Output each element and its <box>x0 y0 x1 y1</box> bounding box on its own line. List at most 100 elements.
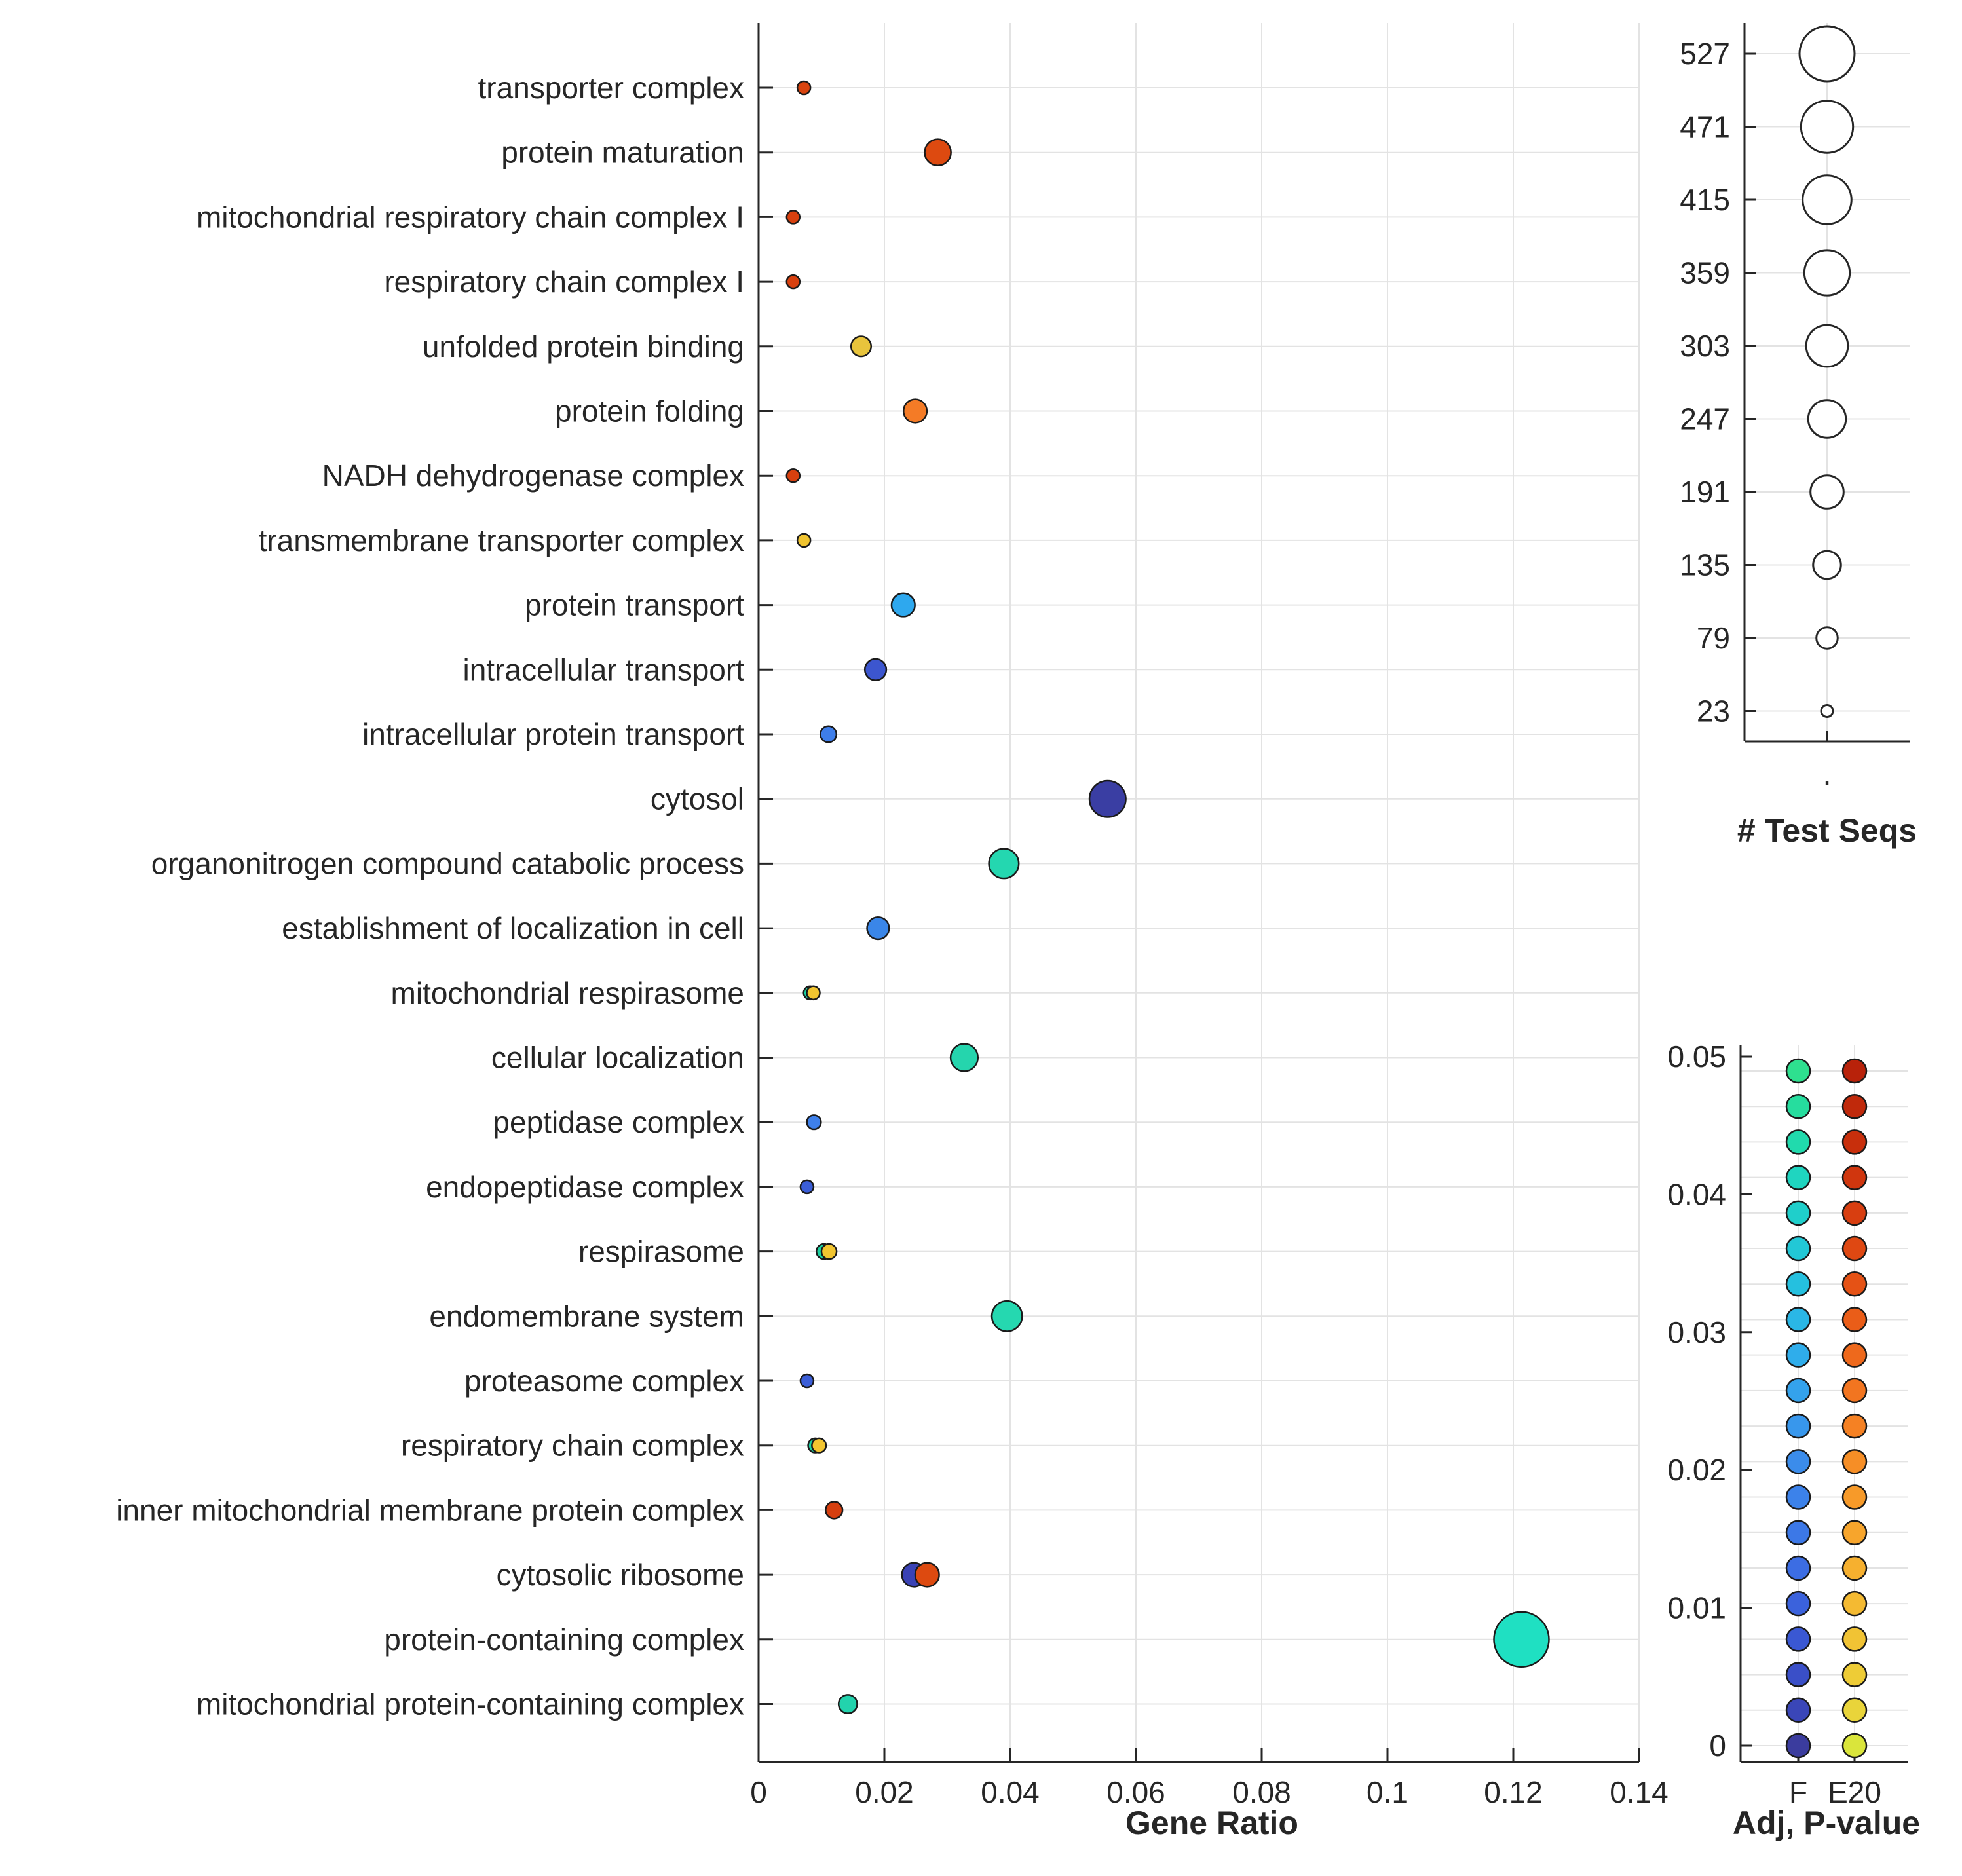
color-legend-dot-e20-8 <box>1841 1449 1868 1474</box>
color-legend-y-tick-label-4: 0.04 <box>1667 1177 1726 1211</box>
category-label-respiratory-chain-complex: respiratory chain complex <box>401 1429 744 1463</box>
color-legend-dot-e20-7 <box>1841 1484 1868 1510</box>
color-legend-dot-f-13 <box>1785 1271 1811 1297</box>
data-point-endomembrane-system-21 <box>990 1300 1023 1332</box>
color-legend-dot-f-18 <box>1785 1093 1811 1119</box>
color-legend-dot-f-10 <box>1785 1378 1811 1404</box>
color-legend-dot-e20-4 <box>1841 1590 1868 1617</box>
size-legend-labels: 527 471 415 359 303 247 191 135 79 23 <box>1680 37 1730 728</box>
color-legend-dot-f-12 <box>1785 1307 1811 1332</box>
color-legend-dot-f-3 <box>1785 1626 1811 1652</box>
category-label-respirasome: respirasome <box>578 1235 744 1269</box>
color-legend-dot-e20-11 <box>1841 1342 1868 1368</box>
size-legend-bubble-359 <box>1803 249 1851 297</box>
data-point-respiratory-chain-complex-i-3 <box>785 274 801 290</box>
color-legend-dot-e20-18 <box>1841 1093 1868 1119</box>
size-legend-bubble-527 <box>1798 25 1856 83</box>
color-legend-dot-e20-14 <box>1841 1235 1868 1262</box>
size-legend-bubble-247 <box>1807 399 1847 439</box>
color-legend-dot-f-0 <box>1785 1733 1811 1759</box>
main-axes <box>757 23 1640 1763</box>
category-label-mitochondrial-protein-containing-complex: mitochondrial protein-containing complex <box>197 1687 744 1721</box>
color-legend-y-tick-label-1: 0.01 <box>1667 1591 1726 1625</box>
data-point-intracellular-protein-transport-10 <box>820 725 838 743</box>
color-legend-dot-e20-10 <box>1841 1378 1868 1404</box>
category-label-cytosol: cytosol <box>651 782 744 816</box>
data-points <box>785 80 1550 1714</box>
color-legend-title: Adj, P-value <box>1733 1805 1920 1841</box>
data-point-cytosolic-ribosome-27 <box>914 1562 940 1588</box>
color-legend-dots <box>1785 1058 1868 1759</box>
color-legend-y-tick-label-3: 0.03 <box>1667 1315 1726 1349</box>
category-labels: transporter complex protein maturation mit… <box>116 71 744 1721</box>
main-plot-panel: transporter complex protein maturation mit… <box>116 23 1669 1841</box>
x-tick-label-4: 0.08 <box>1232 1775 1291 1809</box>
color-legend-dot-e20-5 <box>1841 1555 1868 1581</box>
category-label-protein-transport: protein transport <box>525 588 744 622</box>
x-tick-label-0: 0 <box>750 1775 767 1809</box>
color-legend-x-tick-labels: F E20 <box>1789 1775 1881 1809</box>
x-tick-labels: 0 0.02 0.04 0.06 0.08 0.1 0.12 0.14 <box>750 1775 1669 1809</box>
size-legend-axes <box>1743 23 1910 743</box>
size-legend-label-415: 415 <box>1680 183 1730 217</box>
color-legend-dot-f-9 <box>1785 1413 1811 1439</box>
category-label-mitochondrial-respirasome: mitochondrial respirasome <box>391 976 744 1010</box>
data-point-protein-maturation-1 <box>924 138 952 166</box>
data-point-protein-folding-5 <box>902 398 928 424</box>
category-label-transporter-complex: transporter complex <box>478 71 745 105</box>
size-legend-panel: 527 471 415 359 303 247 191 135 79 23 . # Test Se… <box>1680 23 1917 849</box>
color-legend-dot-e20-9 <box>1841 1413 1868 1439</box>
category-label-nadh-dehydrogenase-complex: NADH dehydrogenase complex <box>322 459 744 493</box>
category-label-respiratory-chain-complex-i: respiratory chain complex I <box>384 265 744 299</box>
size-legend-title: # Test Seqs <box>1737 812 1917 849</box>
color-legend-dot-f-8 <box>1785 1449 1811 1474</box>
size-legend-bubble-471 <box>1800 100 1855 154</box>
color-legend-dot-f-5 <box>1785 1555 1811 1581</box>
size-legend-label-303: 303 <box>1680 329 1730 363</box>
category-label-protein-maturation: protein maturation <box>501 136 744 170</box>
color-legend-dot-f-1 <box>1785 1697 1811 1723</box>
color-legend-dot-e20-1 <box>1841 1697 1868 1723</box>
data-point-respirasome-20 <box>820 1243 838 1260</box>
x-tick-label-6: 0.12 <box>1484 1775 1543 1809</box>
x-tick-label-2: 0.04 <box>981 1775 1040 1809</box>
size-legend-label-135: 135 <box>1680 548 1730 582</box>
color-legend-panel: 0 0.01 0.02 0.03 0.04 0.05 F E20 Adj, P-value <box>1667 1040 1920 1841</box>
data-point-cytosol-11 <box>1088 779 1127 818</box>
category-label-mitochondrial-respiratory-chain-complex-i: mitochondrial respiratory chain complex … <box>197 200 744 234</box>
category-label-intracellular-protein-transport: intracellular protein transport <box>362 717 744 751</box>
data-point-mitochondrial-respirasome-15 <box>806 985 821 1001</box>
color-legend-dot-f-14 <box>1785 1235 1811 1262</box>
size-legend-bubble-23 <box>1820 704 1834 718</box>
data-point-cellular-localization-16 <box>949 1043 979 1072</box>
category-label-transmembrane-transporter-complex: transmembrane transporter complex <box>259 523 744 557</box>
size-legend-label-527: 527 <box>1680 37 1730 71</box>
color-legend-dot-e20-2 <box>1841 1662 1868 1687</box>
color-legend-y-tick-label-0: 0 <box>1709 1729 1726 1763</box>
data-point-mitochondrial-respiratory-chain-complex-i-2 <box>785 210 801 225</box>
category-label-organonitrogen-compound-catabolic-process: organonitrogen compound catabolic proces… <box>151 846 744 880</box>
size-legend-x-tick: . <box>1823 757 1832 791</box>
data-point-peptidase-complex-17 <box>806 1114 822 1131</box>
color-legend-dot-f-4 <box>1785 1590 1811 1617</box>
size-legend-bubble-191 <box>1809 474 1845 510</box>
color-legend-y-tick-label-2: 0.02 <box>1667 1453 1726 1487</box>
color-legend-dot-e20-12 <box>1841 1307 1868 1332</box>
data-point-intracellular-transport-9 <box>863 658 888 681</box>
category-label-inner-mitochondrial-membrane-protein-complex: inner mitochondrial membrane protein com… <box>116 1493 744 1527</box>
size-legend-bubbles <box>1798 25 1856 718</box>
data-point-transporter-complex-0 <box>796 80 812 96</box>
color-legend-dot-f-2 <box>1785 1662 1811 1687</box>
data-point-mitochondrial-protein-containing-complex-29 <box>837 1694 858 1714</box>
data-point-protein-containing-complex-28 <box>1493 1611 1550 1668</box>
color-legend-dot-e20-3 <box>1841 1626 1868 1652</box>
color-legend-dot-f-17 <box>1785 1129 1811 1155</box>
data-point-establishment-of-localization-in-cell-13 <box>866 916 890 941</box>
color-legend-dot-f-6 <box>1785 1520 1811 1545</box>
color-legend-dot-f-15 <box>1785 1200 1811 1226</box>
size-legend-label-247: 247 <box>1680 402 1730 436</box>
data-point-protein-transport-8 <box>890 592 916 618</box>
size-legend-bubble-415 <box>1802 174 1853 225</box>
size-legend-label-359: 359 <box>1680 256 1730 290</box>
data-point-respiratory-chain-complex-24 <box>811 1437 827 1454</box>
